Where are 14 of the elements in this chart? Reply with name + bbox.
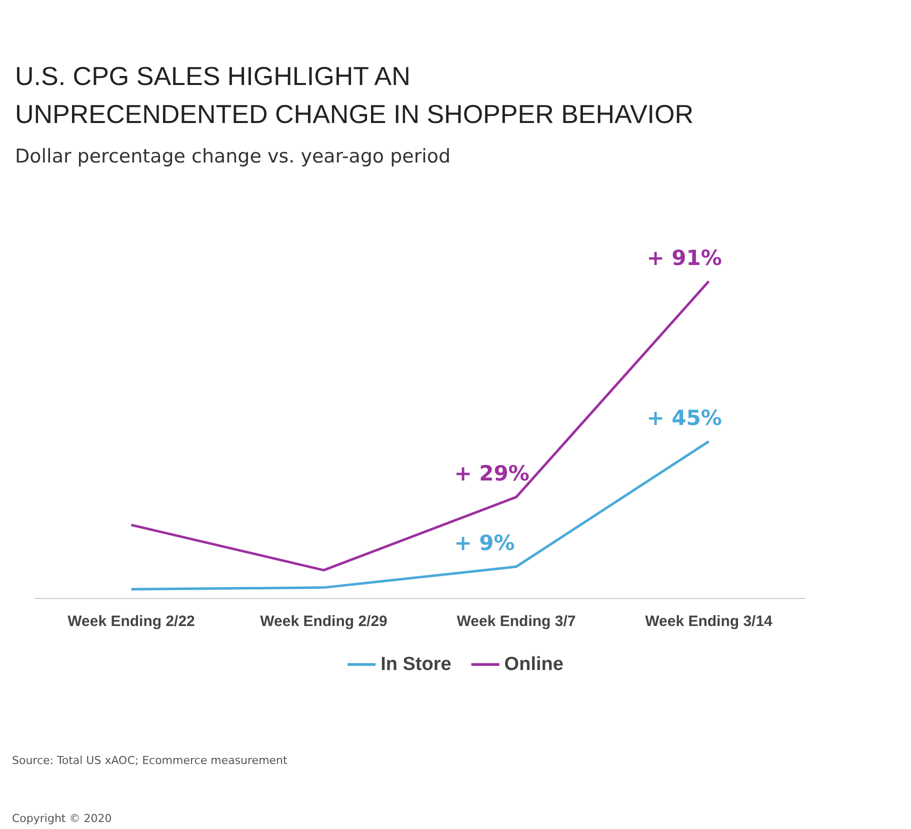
chart-title: U.S. CPG SALES HIGHLIGHT AN UNPRECENDENTED CHANGE IN SHOPPER BEHAVIOR xyxy=(15,61,694,129)
legend-label: In Store xyxy=(380,654,452,675)
text: Copyright © 2020 xyxy=(12,812,112,825)
x-tick-label: Week Ending 3/14 xyxy=(645,613,774,630)
x-tick-label: Week Ending 3/7 xyxy=(456,613,576,630)
x-tick-label: Week Ending 2/29 xyxy=(260,613,388,630)
data-label: + 29% xyxy=(454,462,530,486)
source-note: Source: Total US xAOC; Ecommerce measurement xyxy=(12,754,288,767)
chart-subtitle: Dollar percentage change vs. year-ago period xyxy=(15,146,451,168)
legend-label: Online xyxy=(504,654,564,675)
data-label: + 45% xyxy=(646,406,722,430)
data-label: + 9% xyxy=(454,531,515,556)
x-tick-label: Week Ending 2/22 xyxy=(68,613,195,630)
data-label: + 91% xyxy=(646,246,722,270)
